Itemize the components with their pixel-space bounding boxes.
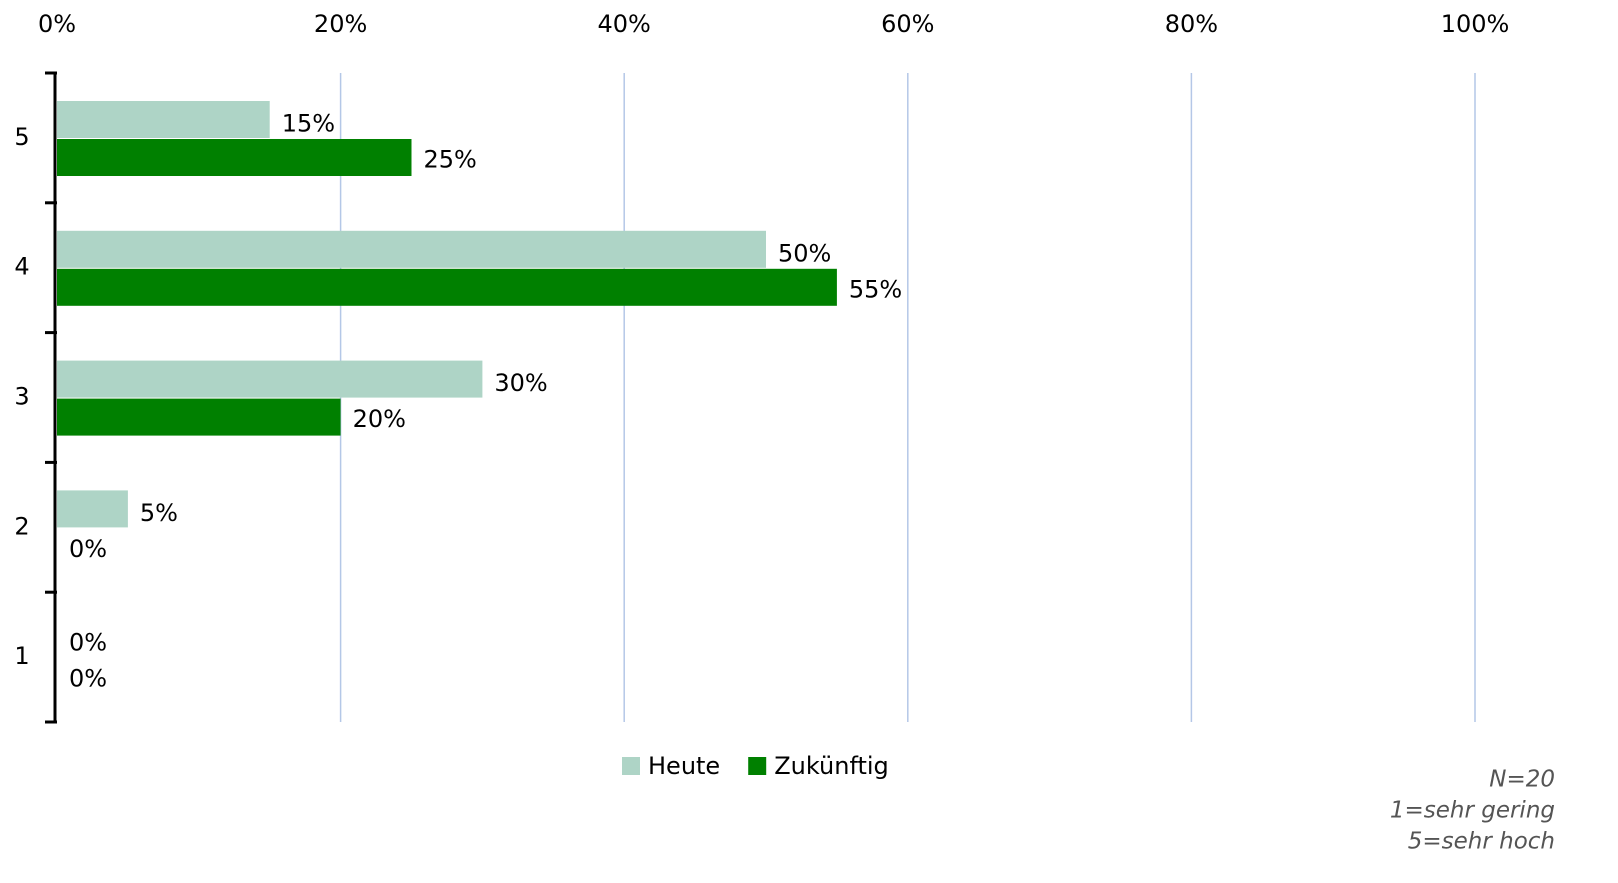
data-label: 55% — [849, 275, 902, 303]
annotation: N=20 — [1489, 767, 1555, 793]
annotation: 1=sehr gering — [1390, 798, 1555, 824]
x-tick-label: 80% — [1165, 10, 1218, 38]
bar — [57, 268, 837, 306]
data-label: 0% — [69, 535, 107, 563]
x-tick-label: 60% — [881, 10, 934, 38]
x-tick-label: 20% — [314, 10, 367, 38]
data-label: 20% — [353, 405, 406, 433]
bar — [57, 101, 270, 138]
y-tick-label: 5 — [14, 123, 29, 151]
data-label: 25% — [424, 146, 477, 174]
legend-label: Zukünftig — [774, 752, 889, 780]
legend-label: Heute — [648, 752, 720, 780]
bar — [57, 490, 128, 528]
x-tick-label: 40% — [598, 10, 651, 38]
y-tick-label: 3 — [14, 383, 29, 411]
data-label: 50% — [778, 239, 831, 267]
data-label: 0% — [69, 665, 107, 693]
y-tick-label: 2 — [14, 512, 29, 540]
y-tick-label: 1 — [14, 642, 29, 670]
data-label: 0% — [69, 629, 107, 657]
data-label: 15% — [282, 110, 335, 138]
legend-swatch — [748, 757, 767, 775]
data-label: 5% — [140, 499, 178, 527]
data-label: 30% — [494, 369, 547, 397]
y-tick-label: 4 — [14, 253, 29, 281]
bar — [57, 398, 341, 436]
bar — [57, 230, 766, 268]
bar — [57, 360, 483, 398]
x-tick-label: 100% — [1441, 10, 1510, 38]
annotation: 5=sehr hoch — [1408, 829, 1555, 855]
legend-swatch — [622, 757, 640, 775]
x-tick-label: 0% — [38, 10, 76, 38]
bar — [57, 139, 412, 176]
